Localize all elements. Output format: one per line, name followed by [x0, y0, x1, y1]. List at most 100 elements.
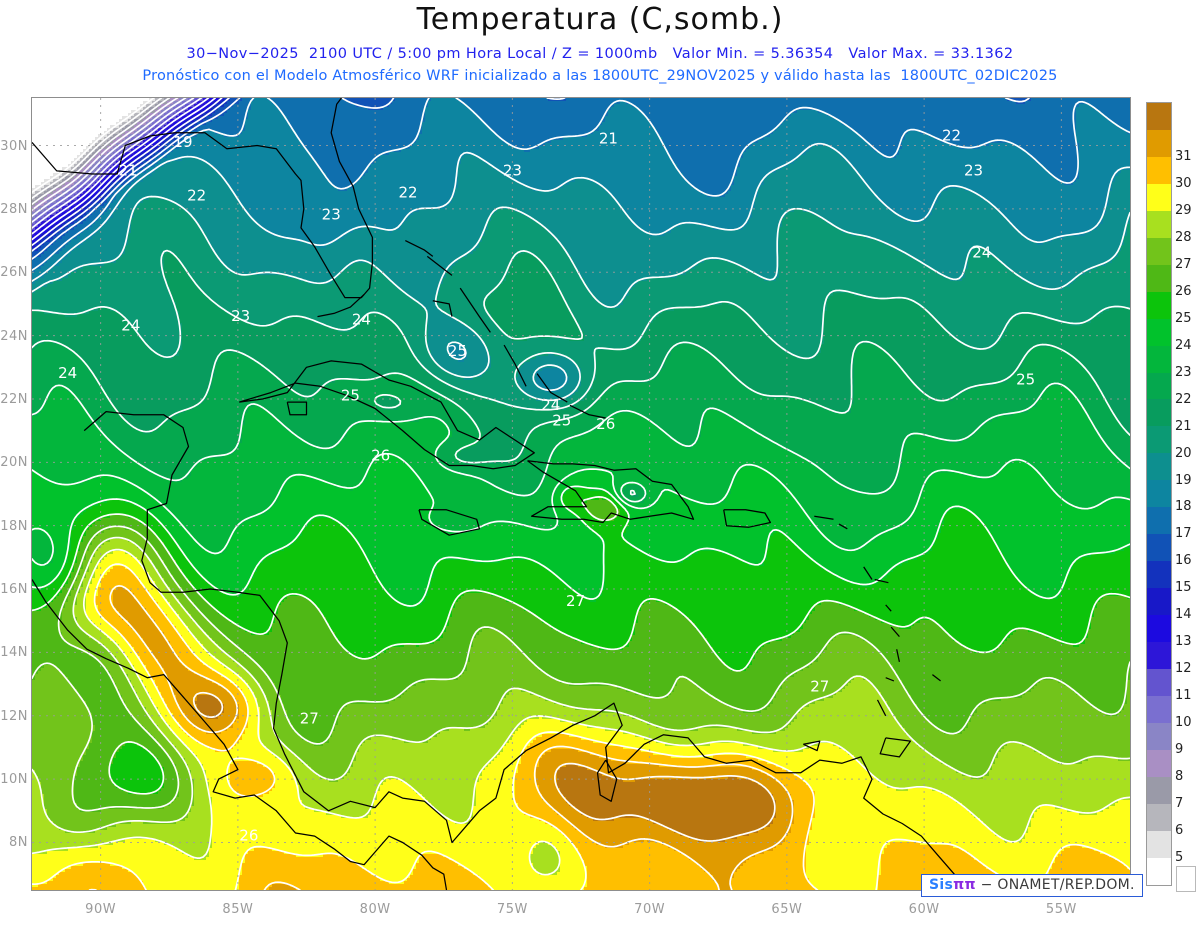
contour-label-24: 24	[972, 244, 991, 262]
lat-tick-22N: 22N	[0, 391, 28, 407]
colorbar-cell	[1147, 695, 1171, 723]
contour-14	[32, 98, 217, 241]
colorbar-tick-16: 16	[1175, 553, 1192, 569]
lat-tick-18N: 18N	[0, 518, 28, 534]
colorbar-tick-30: 30	[1175, 175, 1192, 191]
shaded-temperature-field	[32, 98, 1130, 890]
contour-21	[32, 249, 1130, 411]
contour-label-19: 19	[173, 133, 192, 151]
colorbar-tick-19: 19	[1175, 472, 1192, 488]
contour-32	[192, 691, 776, 842]
colorbar-cell	[1147, 830, 1171, 858]
colorbar-tick-29: 29	[1175, 202, 1192, 218]
colorbar-cell	[1147, 534, 1171, 562]
colorbar-cell	[1147, 103, 1171, 130]
watermark-org-text: − ONAMET/REP.DOM.	[975, 877, 1135, 893]
lat-tick-8N: 8N	[9, 835, 28, 851]
chart-subtitle-line1: 30−Nov−2025 2100 UTC / 5:00 pm Hora Loca…	[186, 46, 1014, 62]
colorbar-cell	[1147, 588, 1171, 616]
colorbar-cell	[1147, 561, 1171, 589]
colorbar-tick-9: 9	[1175, 742, 1184, 758]
right-gutter-box	[1176, 866, 1196, 892]
lon-tick-75W: 75W	[496, 902, 528, 917]
contour-30	[32, 563, 1130, 890]
colorbar-tick-20: 20	[1175, 445, 1192, 461]
colorbar-cell	[1147, 776, 1171, 804]
colorbar-cell	[1147, 291, 1171, 319]
colorbar-cell	[1147, 264, 1171, 292]
coastlines	[32, 98, 969, 890]
contour-10	[32, 98, 187, 217]
lat-tick-30N: 30N	[0, 138, 28, 154]
colorbar-tick-17: 17	[1175, 526, 1192, 542]
lon-tick-80W: 80W	[359, 902, 391, 917]
colorbar-tick-18: 18	[1175, 499, 1192, 515]
colorbar-cell	[1147, 156, 1171, 184]
colorbar-tick-27: 27	[1175, 256, 1192, 272]
contour-label-25: 25	[448, 342, 467, 360]
colorbar-tick-6: 6	[1175, 823, 1184, 839]
chart-subtitle-line2: Pronóstico con el Modelo Atmosférico WRF…	[142, 68, 1058, 84]
colorbar-tick-28: 28	[1175, 229, 1192, 245]
colorbar-tick-22: 22	[1175, 391, 1192, 407]
contour-label-27: 27	[300, 709, 319, 727]
contour-label-25: 25	[341, 386, 360, 404]
colorbar-tick-12: 12	[1175, 661, 1192, 677]
colorbar-cell	[1147, 615, 1171, 643]
lon-tick-55W: 55W	[1045, 902, 1077, 917]
colorbar-tick-10: 10	[1175, 715, 1192, 731]
lat-tick-16N: 16N	[0, 582, 28, 598]
graticule	[32, 98, 1130, 890]
colorbar-tick-24: 24	[1175, 337, 1192, 353]
contour-15	[32, 98, 223, 247]
watermark-badge: Sisππ − ONAMET/REP.DOM.	[921, 874, 1143, 897]
colorbar-cell	[1147, 129, 1171, 157]
colorbar-tick-31: 31	[1175, 148, 1192, 164]
contour-label-23: 23	[503, 161, 522, 179]
contour-27	[32, 525, 1130, 812]
contour-label-23: 23	[231, 307, 250, 325]
colorbar-cell	[1147, 237, 1171, 265]
lat-tick-12N: 12N	[0, 708, 28, 724]
colorbar-tick-21: 21	[1175, 418, 1192, 434]
contour-11	[32, 98, 195, 223]
colorbar-tick-25: 25	[1175, 310, 1192, 326]
colorbar-cell	[1147, 345, 1171, 373]
lat-tick-24N: 24N	[0, 328, 28, 344]
colorbar-tick-7: 7	[1175, 796, 1184, 812]
colorbar-cell	[1147, 183, 1171, 211]
colorbar	[1147, 103, 1171, 885]
colorbar-tick-11: 11	[1175, 688, 1192, 704]
chart-header: Temperatura (C,somb.) 30−Nov−2025 2100 U…	[0, 0, 1200, 96]
temperature-map-plot: 19 21 21 22 22 22 23 23 23 23 24 24 24 24 24 25 25 25 25 26…	[32, 98, 1130, 890]
contour-label-26: 26	[239, 827, 258, 845]
colorbar-cell	[1147, 426, 1171, 454]
contour-9	[32, 98, 179, 211]
contour-19	[32, 142, 1130, 392]
lat-tick-28N: 28N	[0, 201, 28, 217]
lon-tick-70W: 70W	[634, 902, 666, 917]
contour-label-24: 24	[121, 317, 140, 335]
contour-18	[32, 98, 1130, 272]
colorbar-tick-13: 13	[1175, 634, 1192, 650]
contour-label-23: 23	[964, 161, 983, 179]
colorbar-tick-23: 23	[1175, 364, 1192, 380]
contour-23	[32, 382, 1130, 503]
colorbar-cell	[1147, 857, 1171, 885]
contour-label-26: 26	[596, 415, 615, 433]
colorbar-cell	[1147, 318, 1171, 346]
colorbar-cell	[1147, 642, 1171, 670]
contour-7	[32, 98, 163, 200]
contour-24	[32, 452, 1130, 566]
colorbar-tick-26: 26	[1175, 283, 1192, 299]
lon-tick-65W: 65W	[771, 902, 803, 917]
lat-tick-14N: 14N	[0, 645, 28, 661]
colorbar-cell	[1147, 803, 1171, 831]
lon-tick-85W: 85W	[222, 902, 254, 917]
lon-tick-60W: 60W	[908, 902, 940, 917]
contour-label-22: 22	[942, 127, 961, 145]
colorbar-cell	[1147, 372, 1171, 400]
lon-tick-90W: 90W	[85, 902, 117, 917]
